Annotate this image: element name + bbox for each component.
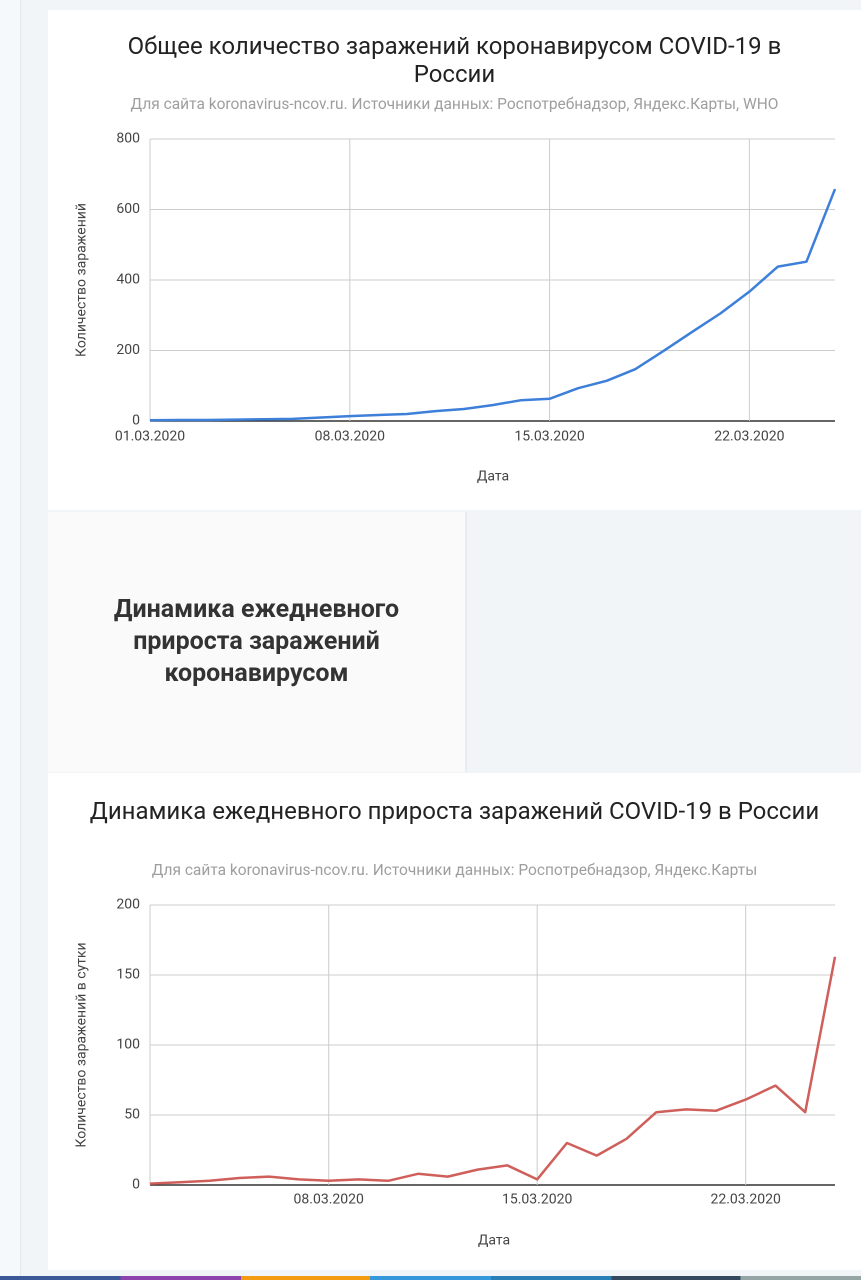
y-tick-label: 200	[116, 342, 140, 358]
y-tick-label: 0	[132, 1177, 140, 1193]
section-heading: Динамика ежедневного прироста заражений …	[113, 595, 400, 688]
y-tick-label: 400	[116, 272, 140, 288]
chart-card: Общее количество заражений коронавирусом…	[48, 10, 861, 510]
x-tick-label: 15.03.2020	[502, 1192, 572, 1208]
y-tick-label: 0	[132, 413, 140, 429]
y-axis-label: Количество заражений в сутки	[74, 942, 90, 1147]
chart-title: Общее количество заражений коронавирусом…	[127, 32, 782, 88]
y-tick-label: 600	[116, 201, 140, 217]
bottom-bar	[0, 1276, 861, 1280]
x-tick-label: 08.03.2020	[294, 1192, 364, 1208]
chart-subtitle: Для сайта koronavirus-ncov.ru. Источники…	[130, 95, 779, 113]
y-tick-label: 150	[116, 967, 140, 983]
x-tick-label: 01.03.2020	[115, 429, 185, 445]
left-strip	[0, 0, 21, 1280]
x-axis-label: Дата	[478, 1233, 510, 1249]
chart-card: Динамика ежедневного прироста заражений …	[48, 773, 861, 1270]
chart: 0 200 400 600 800 01.03.2020 08.03.2020 15.03.2…	[74, 131, 837, 485]
y-tick-label: 100	[116, 1037, 140, 1053]
x-tick-label: 08.03.2020	[315, 429, 385, 445]
y-tick-label: 200	[116, 897, 140, 913]
y-tick-label: 50	[124, 1107, 140, 1123]
data-line	[149, 188, 837, 422]
x-tick-label: 22.03.2020	[710, 1192, 780, 1208]
x-tick-label: 15.03.2020	[514, 429, 584, 445]
data-line	[149, 956, 837, 1185]
chart-subtitle: Для сайта koronavirus-ncov.ru. Источники…	[151, 861, 758, 879]
x-tick-label: 22.03.2020	[714, 429, 784, 445]
y-axis-label: Количество заражений	[74, 203, 90, 357]
chart-title: Динамика ежедневного прироста заражений …	[89, 797, 820, 825]
heading-card: Динамика ежедневного прироста заражений …	[48, 512, 467, 772]
chart: 0 50 100 150 200 08.03.2020 15.03.2020 22.03.20…	[74, 897, 837, 1249]
y-tick-label: 800	[116, 131, 140, 147]
x-axis-label: Дата	[477, 469, 509, 485]
